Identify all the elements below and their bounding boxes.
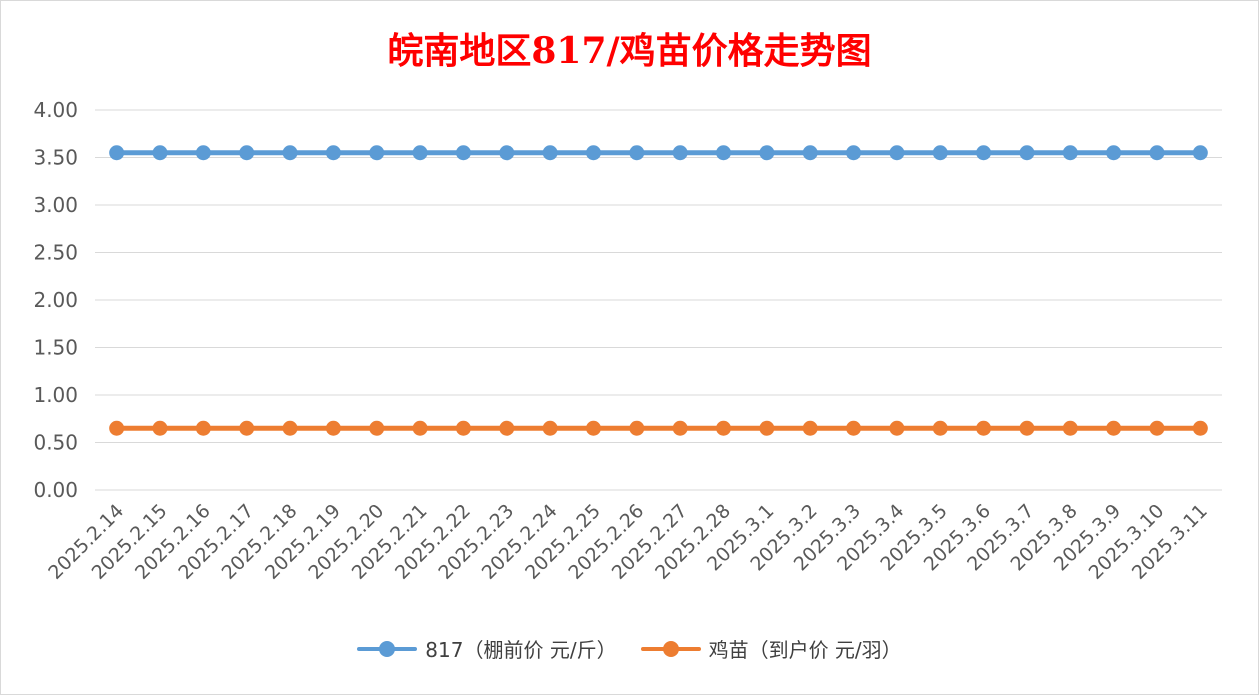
data-point[interactable] [716,420,732,436]
data-point[interactable] [629,420,645,436]
series-2 [109,420,1208,436]
data-point[interactable] [282,420,298,436]
data-point[interactable] [1192,145,1208,161]
data-point[interactable] [889,420,905,436]
legend-swatch-chick [640,639,701,659]
data-point[interactable] [109,420,125,436]
data-point[interactable] [152,420,168,436]
y-tick-label: 1.00 [33,383,78,407]
data-point[interactable] [412,145,428,161]
data-point[interactable] [455,145,471,161]
data-point[interactable] [369,420,385,436]
data-point[interactable] [585,145,601,161]
data-point[interactable] [672,420,688,436]
data-point[interactable] [759,145,775,161]
legend-label-chick: 鸡苗（到户价 元/羽） [708,638,902,662]
data-point[interactable] [889,145,905,161]
data-point[interactable] [802,145,818,161]
data-point[interactable] [412,420,428,436]
data-point[interactable] [802,420,818,436]
y-tick-label: 1.50 [33,336,78,360]
data-point[interactable] [1019,420,1035,436]
data-point[interactable] [369,145,385,161]
y-tick-label: 2.00 [33,288,78,312]
y-axis-tick-labels: 0.00 0.50 1.00 1.50 2.00 2.50 3.00 3.50 4.00 [33,98,78,502]
data-point[interactable] [239,420,255,436]
y-tick-label: 3.50 [33,146,78,170]
data-point[interactable] [152,145,168,161]
data-point[interactable] [1062,420,1078,436]
data-point[interactable] [976,145,992,161]
data-point[interactable] [1062,145,1078,161]
data-point[interactable] [672,145,688,161]
data-point[interactable] [629,145,645,161]
data-point[interactable] [846,420,862,436]
data-point[interactable] [716,145,732,161]
data-point[interactable] [1106,145,1122,161]
series-lines [109,145,1208,436]
data-point[interactable] [325,420,341,436]
data-point[interactable] [846,145,862,161]
data-point[interactable] [932,420,948,436]
x-axis-tick-labels: 2025.2.142025.2.152025.2.162025.2.172025… [44,500,1212,584]
data-point[interactable] [1149,145,1165,161]
data-point[interactable] [325,145,341,161]
data-point[interactable] [542,145,558,161]
series-1 [109,145,1208,161]
y-tick-label: 0.00 [33,478,78,502]
data-point[interactable] [585,420,601,436]
y-tick-label: 0.50 [33,431,78,455]
data-point[interactable] [499,420,515,436]
data-point[interactable] [976,420,992,436]
data-point[interactable] [1192,420,1208,436]
data-point[interactable] [455,420,471,436]
chart-title: 皖南地区817/鸡苗价格走势图 [387,30,872,72]
y-tick-label: 3.00 [33,193,78,217]
y-tick-label: 4.00 [33,98,78,122]
legend-label-817: 817（棚前价 元/斤） [425,638,617,662]
data-point[interactable] [109,145,125,161]
y-tick-label: 2.50 [33,241,78,265]
data-point[interactable] [239,145,255,161]
gridlines [95,109,1222,491]
data-point[interactable] [195,420,211,436]
data-point[interactable] [282,145,298,161]
data-point[interactable] [1149,420,1165,436]
legend-swatch-817 [357,639,418,659]
data-point[interactable] [932,145,948,161]
data-point[interactable] [1019,145,1035,161]
legend: 817（棚前价 元/斤） 鸡苗（到户价 元/羽） [0,634,1259,663]
data-point[interactable] [542,420,558,436]
legend-item-chick[interactable]: 鸡苗（到户价 元/羽） [640,634,902,663]
data-point[interactable] [195,145,211,161]
data-point[interactable] [1106,420,1122,436]
legend-item-817[interactable]: 817（棚前价 元/斤） [357,634,617,663]
data-point[interactable] [499,145,515,161]
data-point[interactable] [759,420,775,436]
